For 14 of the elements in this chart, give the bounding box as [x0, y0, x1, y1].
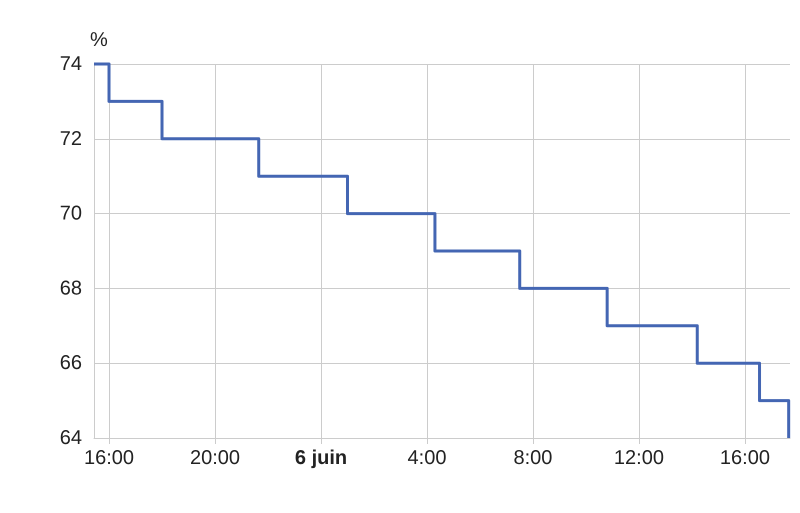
y-tick-label: 64 [60, 427, 82, 449]
x-tick-label: 8:00 [514, 447, 552, 469]
y-tick-label: 72 [60, 128, 82, 150]
x-tick-label: 16:00 [720, 447, 770, 469]
y-tick-label: 70 [60, 202, 82, 225]
y-tick-label: 66 [60, 352, 82, 374]
y-tick-label: 68 [60, 277, 82, 300]
y-tick-label: 74 [60, 53, 82, 75]
x-tick-label: 4:00 [408, 447, 446, 469]
x-tick-label: 16:00 [84, 447, 134, 469]
y-axis-title: % [90, 29, 108, 51]
x-tick-label: 6 juin [294, 447, 348, 469]
x-tick-label: 20:00 [190, 447, 240, 469]
x-tick-label: 12:00 [614, 447, 664, 469]
